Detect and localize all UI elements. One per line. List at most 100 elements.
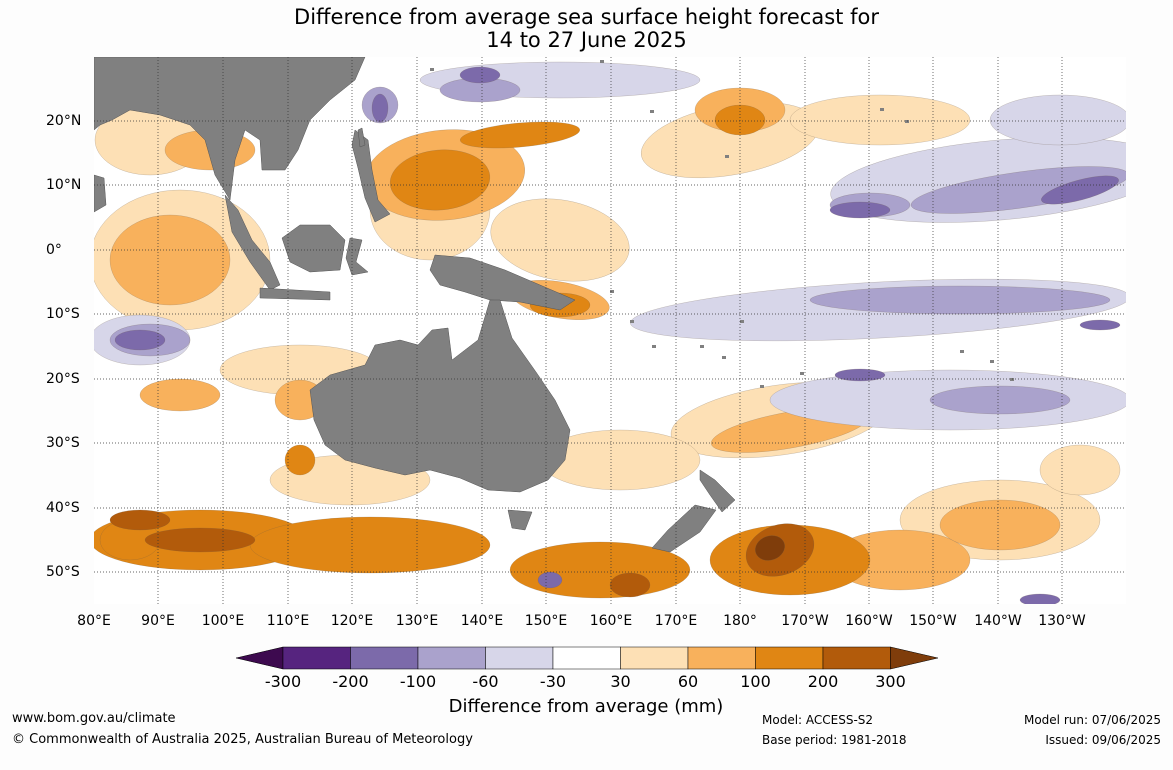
longitude-label: 140°W: [974, 613, 1022, 629]
latitude-label: 10°N: [46, 177, 82, 193]
website-link[interactable]: www.bom.gov.au/climate: [12, 711, 176, 726]
land-shape: [699, 469, 736, 513]
anomaly-contour: [249, 516, 491, 574]
graticule: [94, 57, 1126, 604]
anomaly-contour: [989, 94, 1126, 146]
anomaly-field: [94, 61, 1126, 604]
anomaly-contour: [139, 378, 221, 412]
longitude-label: 100°E: [201, 613, 245, 629]
anomaly-contour: [114, 329, 166, 351]
anomaly-contour: [1039, 444, 1121, 496]
map-area: [94, 57, 1126, 604]
colorbar-swatch: [282, 646, 351, 670]
land-masses: [94, 57, 1014, 553]
colorbar-swatch: [485, 646, 554, 670]
land-shape: [94, 57, 366, 201]
model-name: Model: ACCESS-S2: [762, 713, 874, 727]
island: [800, 372, 804, 375]
longitude-label: 150°W: [909, 613, 957, 629]
land-shape: [507, 509, 533, 531]
island: [740, 320, 744, 323]
colorbar: [235, 646, 939, 670]
longitude-label: 130°W: [1038, 613, 1086, 629]
colorbar-tick: -60: [472, 672, 499, 691]
island: [725, 155, 729, 158]
island: [600, 60, 604, 63]
base-period: Base period: 1981-2018: [762, 733, 907, 747]
anomaly-contour: [284, 444, 316, 476]
colorbar-swatch: [822, 646, 891, 670]
island: [905, 120, 909, 123]
land-shape: [345, 237, 369, 276]
colorbar-swatch: [552, 646, 621, 670]
land-shape: [224, 194, 281, 291]
island: [700, 345, 704, 348]
colorbar-low-arrow: [235, 646, 284, 670]
longitude-label: 160°W: [845, 613, 893, 629]
anomaly-contour: [1079, 319, 1121, 331]
land-shape: [309, 299, 571, 493]
latitude-label: 40°S: [46, 500, 80, 516]
island: [630, 320, 634, 323]
island: [650, 110, 654, 113]
longitude-label: 90°E: [141, 613, 175, 629]
island: [652, 345, 656, 348]
island: [880, 108, 884, 111]
colorbar-swatch: [755, 646, 824, 670]
anomaly-contour: [609, 572, 651, 598]
anomaly-contour: [144, 527, 256, 553]
anomaly-contour: [834, 368, 886, 382]
longitude-label: 140°E: [460, 613, 504, 629]
island: [610, 290, 614, 293]
latitude-label: 20°S: [46, 371, 80, 387]
longitude-label: 150°E: [524, 613, 568, 629]
land-shape: [429, 254, 576, 311]
colorbar-tick: -30: [539, 672, 567, 691]
longitude-label: 130°E: [395, 613, 439, 629]
longitude-label: 180°: [723, 613, 757, 629]
colorbar-swatch: [620, 646, 689, 670]
colorbar-tick: -200: [332, 672, 369, 691]
map-title-line2: 14 to 27 June 2025: [486, 28, 687, 52]
island: [430, 68, 434, 71]
land-shape: [281, 224, 346, 273]
copyright-text: © Commonwealth of Australia 2025, Austra…: [12, 732, 473, 747]
land-shape: [651, 504, 717, 553]
island: [1010, 378, 1014, 381]
colorbar-tick: 300: [875, 672, 906, 691]
anomaly-contour: [755, 535, 785, 561]
island: [760, 385, 764, 388]
land-shape: [357, 127, 366, 148]
longitude-label: 170°E: [654, 613, 698, 629]
colorbar-high-arrow: [890, 646, 939, 670]
colorbar-tick: -100: [399, 672, 437, 691]
colorbar-tick: 100: [740, 672, 771, 691]
longitude-label: 120°E: [330, 613, 374, 629]
model-run-date: Model run: 07/06/2025: [1023, 713, 1161, 727]
land-shape: [259, 287, 331, 301]
colorbar-tick: 60: [677, 672, 699, 691]
island: [990, 360, 994, 363]
anomaly-contour: [459, 66, 501, 84]
colorbar-tick: 200: [807, 672, 839, 691]
longitude-label: 80°E: [77, 613, 111, 629]
anomaly-contour: [109, 509, 171, 531]
anomaly-contour: [1041, 175, 1119, 205]
colorbar-tick: 30: [610, 672, 631, 691]
latitude-label: 10°S: [46, 306, 80, 322]
land-shape: [351, 129, 391, 223]
island: [722, 356, 726, 359]
latitude-label: 0°: [46, 242, 62, 258]
anomaly-contour: [910, 166, 1126, 214]
anomaly-contour: [939, 499, 1061, 551]
anomaly-contour: [389, 149, 491, 211]
issued-date: Issued: 09/06/2025: [1045, 733, 1161, 747]
land-shape: [94, 174, 107, 213]
colorbar-tick: -300: [264, 672, 302, 691]
anomaly-contour: [537, 571, 563, 589]
latitude-label: 30°S: [46, 435, 80, 451]
longitude-label: 170°W: [781, 613, 829, 629]
longitude-label: 160°E: [589, 613, 633, 629]
colorbar-swatch: [687, 646, 756, 670]
